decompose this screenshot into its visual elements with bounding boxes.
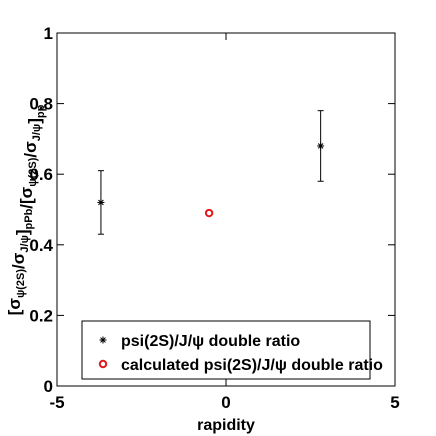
y-tick-label: 0 [44,377,53,396]
legend: psi(2S)/J/ψ double ratio calculated psi(2… [81,320,383,380]
data-marks [97,110,325,235]
y-tick-label: 0.8 [29,95,53,114]
legend-label: calculated psi(2S)/J/ψ double ratio [121,357,383,374]
data-point [204,208,214,218]
legend-label: psi(2S)/J/ψ double ratio [121,333,300,350]
tick-labels: -5 0 500.20.40.60.81 [29,24,399,412]
x-tick-label: 5 [390,393,399,412]
data-point [97,198,105,206]
legend-marker [98,359,108,369]
y-tick-label: 0.2 [29,306,53,325]
y-axis-label: [σψ(2S)/σJ/ψ]pPb/[σψ(2S)/σJ/ψ]pp [5,104,47,315]
x-tick-label: -5 [49,393,64,412]
y-tick-label: 1 [44,24,53,43]
x-axis-label: rapidity [197,417,255,434]
x-tick-label: 0 [221,393,230,412]
data-point [317,142,325,150]
y-tick-label: 0.4 [29,236,53,255]
legend-box [81,320,371,380]
legend-marker [99,336,107,344]
ticks [56,32,396,387]
y-tick-label: 0.6 [29,165,53,184]
